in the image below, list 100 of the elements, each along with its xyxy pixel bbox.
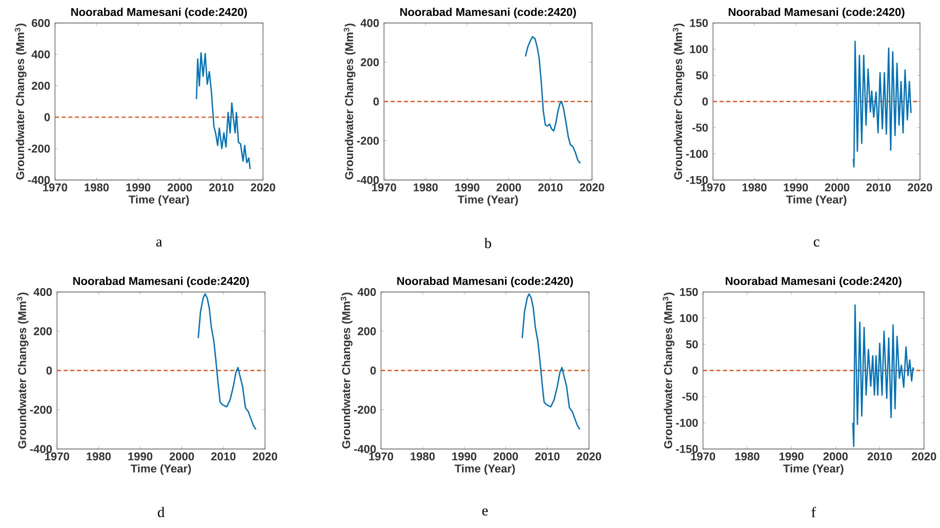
line-series (524, 36, 582, 164)
x-tick-label: 2000 (168, 183, 192, 192)
x-tick-label: 2010 (866, 183, 891, 192)
y-tick-label: 400 (360, 18, 379, 27)
y-tick-label: 400 (34, 288, 52, 296)
x-tick-label: 2010 (209, 183, 234, 192)
y-tick-label: 0 (44, 113, 50, 122)
y-tick-label: 100 (690, 45, 708, 54)
chart-title: Noorabad Mamesani (code:2420) (400, 8, 576, 18)
y-tick-label: -400 (354, 444, 376, 453)
x-tick-label: 1990 (452, 452, 476, 460)
y-tick-label: 150 (680, 288, 698, 296)
x-tick-label: 2000 (824, 183, 850, 192)
x-tick-label: 2010 (538, 183, 563, 192)
y-tick-label: 150 (690, 18, 708, 28)
text: a (156, 239, 162, 247)
chart-title: Noorabad Mamesani (code:2420) (726, 276, 902, 288)
x-tick-label: 1980 (742, 183, 767, 192)
y-tick-label: -200 (30, 406, 52, 414)
y-axis-title: Groundwater Changes (Mm$^{3}$) (672, 24, 684, 180)
x-tick-label: 2020 (580, 183, 604, 192)
y-axis-title: Groundwater Changes (Mm$^{3}$) (16, 292, 28, 448)
y-tick-label: 50 (696, 71, 708, 80)
x-axis-title: Time (Year) (454, 464, 515, 475)
y-tick-label: -100 (676, 418, 698, 427)
y-axis-title: Groundwater Changes (Mm$^{3}$) (340, 292, 352, 448)
x-tick-label: 1990 (128, 452, 152, 460)
x-tick-label: 1970 (372, 183, 396, 192)
y-tick-label: 0 (46, 366, 52, 374)
y-tick-label: -150 (686, 176, 708, 184)
y-tick-label: 100 (680, 314, 698, 322)
text: c (814, 239, 820, 247)
y-tick-label: 0 (702, 97, 708, 106)
x-tick-label: 2010 (211, 452, 236, 460)
x-tick-label: 1980 (84, 183, 109, 192)
x-tick-label: 2010 (868, 452, 892, 460)
x-tick-label: 1970 (43, 183, 68, 192)
line-series (198, 293, 257, 430)
chart-title: Noorabad Mamesani (code:2420) (397, 276, 573, 288)
x-axis-title: Time (Year) (130, 464, 191, 475)
x-tick-label: 1970 (691, 452, 716, 460)
y-tick-label: -400 (357, 176, 379, 184)
x-tick-label: 2020 (250, 183, 276, 192)
chart-title: Noorabad Mamesani (code:2420) (73, 276, 249, 288)
text: d (158, 506, 164, 518)
x-tick-label: 2020 (576, 452, 602, 460)
x-tick-label: 2020 (252, 452, 278, 460)
y-tick-label: -400 (30, 444, 52, 453)
y-tick-label: 400 (358, 288, 376, 296)
line-series (852, 40, 912, 168)
chart-title: Noorabad Mamesani (code:2420) (71, 8, 247, 18)
x-tick-label: 2000 (170, 452, 194, 460)
line-series (196, 52, 251, 170)
x-tick-label: 2020 (912, 452, 936, 460)
y-tick-label: -200 (354, 406, 376, 414)
y-axis-title: Groundwater Changes (Mm$^{3}$) (344, 24, 356, 180)
x-axis-title: Time (Year) (783, 464, 844, 475)
y-tick-label: 0 (692, 366, 698, 374)
x-tick-label: 1980 (86, 452, 111, 460)
x-axis-title: Time (Year) (786, 195, 846, 206)
x-tick-label: 2010 (535, 452, 560, 460)
y-tick-label: 200 (360, 58, 379, 66)
x-tick-label: 1970 (701, 183, 726, 192)
text: b (484, 238, 492, 248)
y-tick-label: 200 (32, 82, 50, 90)
text: f (812, 506, 816, 518)
y-tick-label: -100 (686, 150, 708, 158)
y-tick-label: -400 (28, 176, 50, 184)
x-axis-title: Time (Year) (458, 195, 518, 206)
y-axis-title: Groundwater Changes (Mm$^{3}$) (662, 292, 674, 448)
y-tick-label: 200 (34, 327, 52, 336)
y-axis-title: Groundwater Changes (Mm$^{3}$) (14, 24, 26, 180)
y-tick-label: -200 (357, 136, 379, 145)
x-tick-label: 1980 (735, 452, 760, 460)
x-tick-label: 1990 (780, 452, 804, 460)
x-tick-label: 1990 (784, 183, 808, 192)
line-series (852, 304, 914, 448)
x-tick-label: 1990 (126, 183, 150, 192)
y-tick-label: -200 (28, 144, 50, 153)
y-tick-label: -150 (676, 444, 698, 453)
x-axis-title: Time (Year) (128, 195, 189, 206)
x-tick-label: 2000 (496, 183, 521, 192)
line-series (522, 293, 581, 430)
x-tick-label: 2020 (908, 183, 932, 192)
y-tick-label: -50 (692, 124, 708, 132)
x-tick-label: 1970 (45, 452, 70, 460)
x-tick-label: 1970 (369, 452, 394, 460)
text: e (482, 508, 488, 516)
y-tick-label: 50 (686, 340, 698, 348)
x-tick-label: 1980 (414, 183, 438, 192)
x-tick-label: 1980 (410, 452, 435, 460)
x-tick-label: 1990 (455, 183, 480, 192)
y-tick-label: 600 (32, 18, 50, 27)
y-tick-label: 0 (370, 366, 376, 374)
x-tick-label: 2000 (823, 452, 848, 460)
chart-title: Noorabad Mamesani (code:2420) (728, 8, 904, 18)
y-tick-label: 400 (32, 50, 50, 58)
y-tick-label: -50 (682, 392, 698, 401)
y-tick-label: 200 (358, 327, 376, 336)
y-tick-label: 0 (373, 97, 379, 106)
